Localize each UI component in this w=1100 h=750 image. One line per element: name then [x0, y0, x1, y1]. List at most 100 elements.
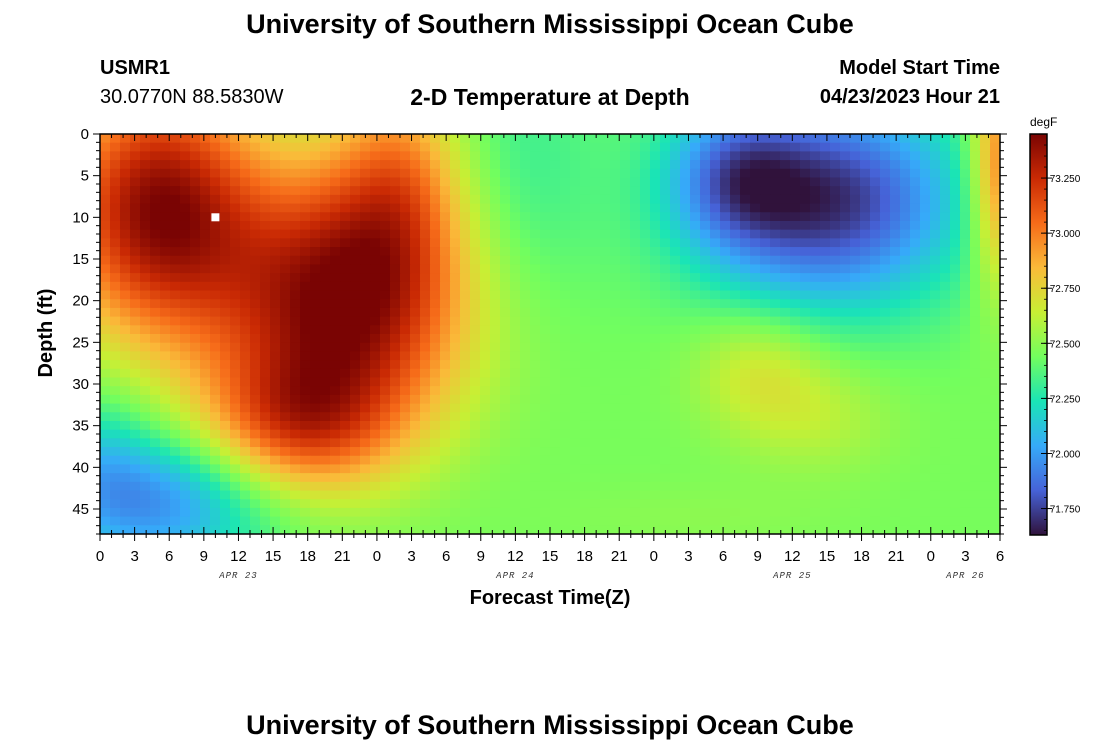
heatmap-cell: [640, 447, 651, 457]
heatmap-cell: [460, 507, 471, 518]
heatmap-cell: [470, 377, 481, 387]
heatmap-cell: [540, 220, 551, 231]
heatmap-cell: [930, 507, 941, 518]
heatmap-cell: [870, 238, 881, 248]
heatmap-cell: [820, 368, 831, 379]
heatmap-cell: [980, 151, 991, 161]
heatmap-cell: [820, 142, 831, 152]
heatmap-cell: [830, 447, 841, 457]
heatmap-cell: [850, 307, 861, 318]
heatmap-cell: [420, 429, 431, 439]
heatmap-cell: [670, 255, 681, 266]
heatmap-cell: [500, 134, 511, 144]
heatmap-cell: [800, 229, 811, 239]
heatmap-cell: [620, 429, 631, 439]
heatmap-cell: [190, 307, 201, 318]
heatmap-cell: [730, 194, 741, 205]
heatmap-cell: [300, 447, 311, 457]
heatmap-cell: [560, 160, 571, 170]
heatmap-cell: [530, 420, 541, 431]
y-tick-label: 35: [72, 418, 89, 435]
heatmap-cell: [730, 203, 741, 213]
heatmap-cell: [810, 360, 821, 370]
heatmap-cell: [710, 334, 721, 344]
heatmap-cell: [960, 220, 971, 231]
heatmap-cell: [290, 394, 301, 405]
heatmap-cell: [400, 325, 411, 335]
heatmap-cell: [500, 316, 511, 326]
heatmap-cell: [500, 368, 511, 379]
heatmap-cell: [190, 194, 201, 205]
heatmap-cell: [690, 264, 701, 274]
heatmap-cell: [810, 151, 821, 161]
heatmap-cell: [850, 334, 861, 344]
heatmap-cell: [720, 142, 731, 152]
heatmap-cell: [550, 403, 561, 413]
heatmap-cell: [780, 212, 791, 222]
heatmap-cell: [500, 342, 511, 352]
heatmap-cell: [660, 473, 671, 483]
heatmap-cell: [770, 229, 781, 239]
heatmap-cell: [780, 490, 791, 500]
heatmap-cell: [150, 160, 161, 170]
heatmap-cell: [540, 212, 551, 222]
heatmap-cell: [650, 377, 661, 387]
heatmap-cell: [750, 420, 761, 431]
heatmap-cell: [540, 334, 551, 344]
heatmap-cell: [130, 281, 141, 292]
heatmap-cell: [620, 316, 631, 326]
heatmap-cell: [750, 325, 761, 335]
heatmap-cell: [160, 368, 171, 379]
heatmap-cell: [390, 490, 401, 500]
heatmap-cell: [690, 212, 701, 222]
heatmap-cell: [950, 168, 961, 179]
heatmap-cell: [970, 420, 981, 431]
heatmap-cell: [150, 255, 161, 266]
heatmap-cell: [920, 334, 931, 344]
heatmap-cell: [310, 273, 321, 283]
heatmap-cell: [130, 273, 141, 283]
heatmap-cell: [370, 403, 381, 413]
heatmap-cell: [330, 334, 341, 344]
heatmap-cell: [450, 377, 461, 387]
heatmap-cell: [270, 334, 281, 344]
heatmap-cell: [700, 194, 711, 205]
heatmap-cell: [550, 229, 561, 239]
heatmap-cell: [660, 394, 671, 405]
heatmap-cell: [440, 160, 451, 170]
heatmap-cell: [540, 194, 551, 205]
heatmap-cell: [130, 386, 141, 396]
heatmap-cell: [760, 360, 771, 370]
heatmap-cell: [790, 177, 801, 187]
heatmap-cell: [670, 438, 681, 448]
heatmap-cell: [350, 220, 361, 231]
heatmap-cell: [180, 351, 191, 361]
heatmap-cell: [170, 420, 181, 431]
heatmap-cell: [700, 151, 711, 161]
heatmap-cell: [690, 507, 701, 518]
heatmap-cell: [840, 386, 851, 396]
heatmap-cell: [170, 247, 181, 257]
heatmap-cell: [790, 377, 801, 387]
heatmap-cell: [970, 290, 981, 300]
heatmap-cell: [260, 516, 271, 526]
heatmap-cell: [760, 255, 771, 266]
heatmap-cell: [400, 299, 411, 309]
heatmap-cell: [650, 229, 661, 239]
heatmap-cell: [780, 403, 791, 413]
heatmap-cell: [820, 499, 831, 509]
heatmap-cell: [650, 151, 661, 161]
heatmap-cell: [290, 351, 301, 361]
heatmap-cell: [990, 429, 1000, 439]
heatmap-cell: [550, 351, 561, 361]
heatmap-cell: [390, 255, 401, 266]
heatmap-cell: [400, 212, 411, 222]
heatmap-cell: [890, 160, 901, 170]
heatmap-cell: [660, 412, 671, 422]
heatmap-cell: [810, 142, 821, 152]
heatmap-cell: [480, 420, 491, 431]
heatmap-cell: [630, 473, 641, 483]
heatmap-cell: [400, 394, 411, 405]
heatmap-cell: [410, 507, 421, 518]
